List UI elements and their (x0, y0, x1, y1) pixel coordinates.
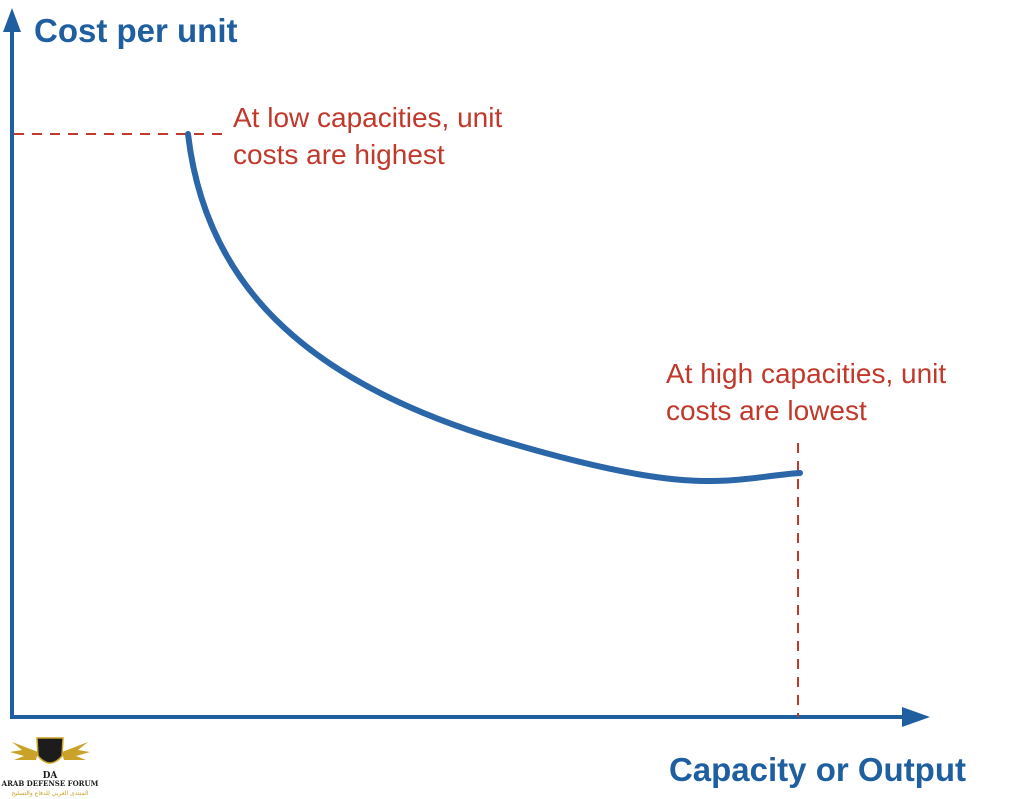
low-capacity-annotation-line1: At low capacities, unit (233, 102, 502, 133)
high-capacity-annotation-line2: costs are lowest (666, 395, 867, 426)
watermark-name: ARAB DEFENSE FORUM (1, 779, 99, 788)
wing-right-icon (62, 742, 90, 760)
low-capacity-annotation-line2: costs are highest (233, 139, 445, 170)
watermark-logo: DA ARAB DEFENSE FORUM المنتدى العربي للد… (1, 737, 99, 797)
shield-icon (36, 737, 64, 764)
wing-left-icon (10, 742, 38, 760)
y-axis-arrowhead (3, 8, 21, 32)
x-axis-title: Capacity or Output (669, 751, 966, 788)
watermark-monogram: DA (43, 771, 59, 781)
watermark-arabic: المنتدى العربي للدفاع والتسليح (12, 790, 89, 797)
high-capacity-annotation-line1: At high capacities, unit (666, 358, 946, 389)
y-axis-title: Cost per unit (34, 12, 238, 49)
x-axis-arrowhead (902, 707, 930, 727)
unit-cost-curve (185, 131, 803, 485)
